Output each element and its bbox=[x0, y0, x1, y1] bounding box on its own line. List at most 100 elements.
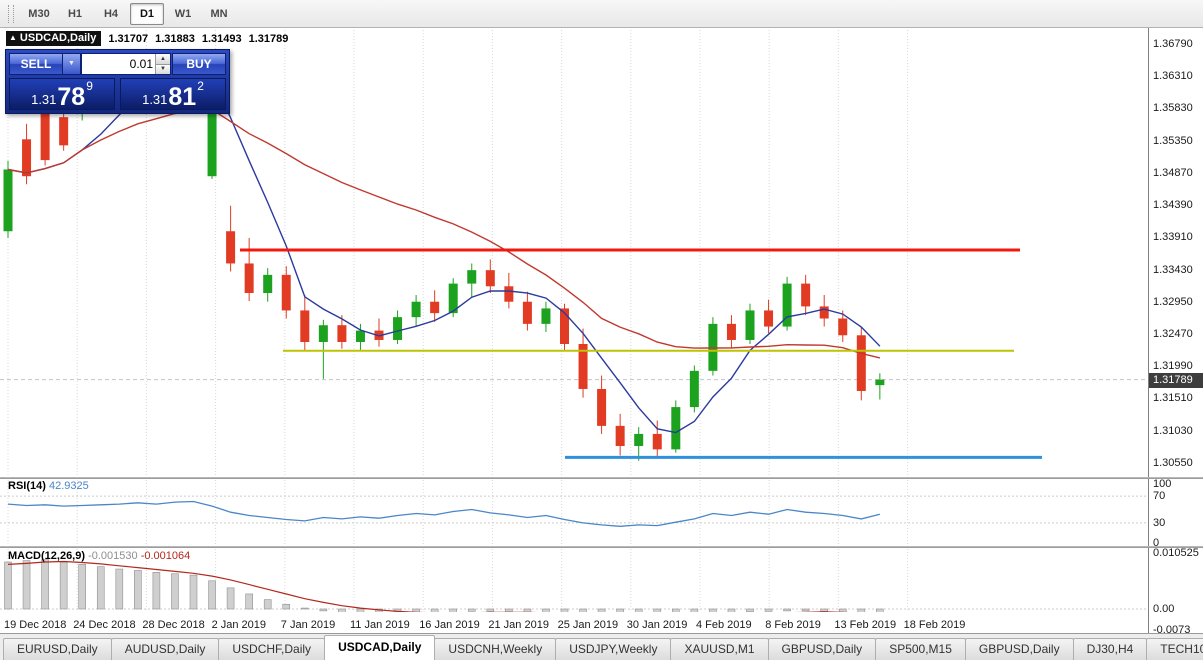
trade-controls-row: SELL ▼ ▲ ▼ BUY bbox=[9, 53, 226, 75]
price-axis-label: 1.31990 bbox=[1153, 360, 1193, 372]
date-axis-label: 13 Feb 2019 bbox=[834, 619, 897, 631]
chart-tab-usdjpy-weekly[interactable]: USDJPY,Weekly bbox=[555, 638, 672, 660]
candlestick-chart bbox=[0, 54, 1148, 461]
chart-tab-xauusd-m1[interactable]: XAUUSD,M1 bbox=[670, 638, 769, 660]
price-axis-label: 1.32950 bbox=[1153, 296, 1193, 308]
chart-tab-sp500-m15[interactable]: SP500,M15 bbox=[875, 638, 966, 660]
one-click-trading-panel: SELL ▼ ▲ ▼ BUY 1.31 78 9 1.3 bbox=[5, 49, 230, 114]
rsi-scale-label: 0 bbox=[1153, 537, 1160, 549]
volume-dropdown-button[interactable]: ▼ bbox=[63, 53, 81, 75]
timeframe-toolbar: M30 H1 H4 D1 W1 MN bbox=[0, 0, 1203, 28]
date-axis-label: 4 Feb 2019 bbox=[696, 619, 752, 631]
chart-tabs-bar: EURUSD,Daily AUDUSD,Daily USDCHF,Daily USDC… bbox=[0, 633, 1203, 660]
rsi-name: RSI(14) bbox=[8, 480, 46, 492]
date-axis-label: 2 Jan 2019 bbox=[211, 619, 267, 631]
symbol-badge: ▲ USDCAD,Daily bbox=[6, 31, 102, 46]
timeframe-button-h1[interactable]: H1 bbox=[67, 7, 83, 20]
buy-price-sup: 2 bbox=[197, 79, 204, 93]
buy-price-prefix: 1.31 bbox=[142, 91, 168, 107]
chart-tab-eurusd-daily[interactable]: EURUSD,Daily bbox=[3, 638, 112, 660]
panel-separator[interactable] bbox=[0, 477, 1203, 479]
chart-tab-usdchf-daily[interactable]: USDCHF,Daily bbox=[218, 638, 326, 660]
close-value: 1.31789 bbox=[248, 32, 289, 45]
price-axis-label: 1.35830 bbox=[1153, 102, 1193, 114]
symbol-name: USDCAD,Daily bbox=[19, 32, 97, 44]
date-axis-label: 30 Jan 2019 bbox=[626, 619, 688, 631]
timeframe-button-h4[interactable]: H4 bbox=[103, 7, 119, 20]
ohlc-header: ▲ USDCAD,Daily 1.31707 1.31883 1.31493 1… bbox=[6, 31, 288, 46]
date-axis-label: 24 Dec 2018 bbox=[73, 619, 136, 631]
macd-panel bbox=[4, 559, 884, 612]
date-axis-label: 8 Feb 2019 bbox=[765, 619, 821, 631]
spin-up-icon[interactable]: ▲ bbox=[156, 54, 170, 64]
timeframe-button-w1[interactable]: W1 bbox=[174, 7, 192, 20]
date-axis-label: 16 Jan 2019 bbox=[419, 619, 480, 631]
macd-label: MACD(12,26,9) -0.001530 -0.001064 bbox=[8, 550, 190, 562]
high-value: 1.31883 bbox=[155, 32, 195, 45]
buy-price-display[interactable]: 1.31 81 2 bbox=[120, 78, 226, 110]
buy-price-big: 81 bbox=[168, 82, 197, 111]
price-axis-label: 1.33430 bbox=[1153, 264, 1193, 276]
date-axis-label: 11 Jan 2019 bbox=[350, 619, 410, 631]
macd-signal-value: -0.001064 bbox=[140, 550, 191, 562]
current-price-badge: 1.31789 bbox=[1149, 373, 1203, 388]
rsi-label: RSI(14) 42.9325 bbox=[8, 480, 89, 492]
spin-down-icon[interactable]: ▼ bbox=[156, 63, 170, 74]
chart-tab-audusd-daily[interactable]: AUDUSD,Daily bbox=[110, 638, 220, 660]
date-axis-label: 19 Dec 2018 bbox=[4, 619, 67, 631]
date-axis-label: 25 Jan 2019 bbox=[557, 619, 619, 631]
up-arrow-icon: ▲ bbox=[9, 33, 17, 42]
chart-tab-tech10[interactable]: TECH10 bbox=[1146, 638, 1203, 660]
price-axis-label: 1.32470 bbox=[1153, 328, 1193, 340]
chart-tab-gbpusd-daily[interactable]: GBPUSD,Daily bbox=[767, 638, 877, 660]
macd-signal-line bbox=[7, 560, 849, 612]
sell-price-sup: 9 bbox=[86, 79, 93, 93]
chart-area: ▲ USDCAD,Daily 1.31707 1.31883 1.31493 1… bbox=[0, 28, 1203, 636]
volume-spinner: ▲ ▼ bbox=[155, 54, 170, 74]
grid-lines bbox=[0, 30, 1148, 612]
sell-button[interactable]: SELL bbox=[9, 53, 63, 75]
chart-tab-gbpusd-daily[interactable]: GBPUSD,Daily bbox=[964, 638, 1074, 660]
chart-tab-usdcad-daily[interactable]: USDCAD,Daily bbox=[324, 635, 436, 660]
price-axis-label: 1.34390 bbox=[1153, 199, 1193, 211]
price-axis: 1.36790 1.36310 1.35830 1.35350 1.34870 1.343… bbox=[1148, 28, 1203, 636]
rsi-line bbox=[7, 500, 881, 527]
toolbar-grip[interactable] bbox=[8, 4, 14, 23]
sell-price-big: 78 bbox=[57, 82, 86, 111]
low-value: 1.31493 bbox=[201, 32, 242, 45]
volume-box: ▲ ▼ bbox=[81, 53, 171, 75]
rsi-scale-label: 70 bbox=[1153, 490, 1166, 502]
rsi-scale-label: 30 bbox=[1153, 517, 1166, 529]
buy-button[interactable]: BUY bbox=[172, 53, 226, 75]
macd-name: MACD(12,26,9) bbox=[8, 550, 86, 562]
macd-scale-label: 0.00 bbox=[1153, 603, 1175, 615]
open-value: 1.31707 bbox=[108, 32, 149, 45]
date-axis-label: 28 Dec 2018 bbox=[142, 619, 205, 631]
macd-scale-label: 0.010525 bbox=[1153, 547, 1199, 559]
date-axis-label: 7 Jan 2019 bbox=[280, 619, 336, 631]
sell-price-prefix: 1.31 bbox=[31, 91, 57, 107]
rsi-value: 42.9325 bbox=[48, 480, 89, 492]
sell-price-display[interactable]: 1.31 78 9 bbox=[9, 78, 115, 110]
volume-input[interactable] bbox=[82, 54, 155, 74]
rsi-scale-label: 100 bbox=[1153, 478, 1172, 490]
macd-main-value: -0.001530 bbox=[88, 550, 138, 562]
price-axis-label: 1.36790 bbox=[1153, 38, 1193, 50]
chart-tab-dj30-h4[interactable]: DJ30,H4 bbox=[1072, 638, 1148, 660]
price-axis-label: 1.36310 bbox=[1153, 70, 1193, 82]
price-axis-label: 1.33910 bbox=[1153, 231, 1193, 243]
price-axis-label: 1.31030 bbox=[1153, 425, 1193, 437]
price-axis-label: 1.30550 bbox=[1153, 457, 1193, 469]
timeframe-button-mn[interactable]: MN bbox=[210, 7, 228, 20]
price-axis-label: 1.35350 bbox=[1153, 135, 1193, 147]
timeframe-button-d1[interactable]: D1 bbox=[130, 2, 164, 25]
chart-canvas[interactable] bbox=[0, 28, 1148, 612]
chart-tab-usdcnh-weekly[interactable]: USDCNH,Weekly bbox=[434, 638, 557, 660]
panel-separator[interactable] bbox=[0, 546, 1203, 548]
price-axis-label: 1.34870 bbox=[1153, 167, 1193, 179]
timeframe-button-m30[interactable]: M30 bbox=[28, 7, 50, 20]
price-axis-label: 1.31510 bbox=[1153, 392, 1193, 404]
date-axis-label: 21 Jan 2019 bbox=[488, 619, 549, 631]
trade-prices-row: 1.31 78 9 1.31 81 2 bbox=[9, 78, 226, 110]
